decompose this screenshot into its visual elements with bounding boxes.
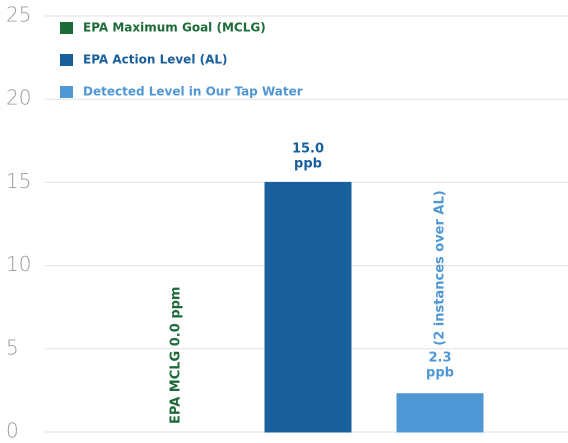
data-label: 2.3 ppb — [426, 350, 454, 380]
y-tick-label: 0 — [6, 419, 19, 443]
bar — [264, 181, 352, 433]
y-tick-label: 5 — [6, 335, 19, 359]
data-label: EPA MCLG 0.0 ppm — [169, 287, 184, 424]
annotation: (2 instances over AL) — [433, 190, 448, 345]
y-tick-label: 15 — [6, 169, 31, 193]
legend-label: EPA Action Level (AL) — [83, 53, 228, 67]
y-tick-label: 25 — [6, 3, 31, 27]
y-tick-label: 20 — [6, 86, 31, 110]
bar — [396, 393, 484, 433]
legend-label: Detected Level in Our Tap Water — [83, 85, 303, 99]
data-label: 15.0 ppb — [292, 141, 324, 171]
y-tick-label: 10 — [6, 252, 31, 276]
legend-swatch — [60, 86, 73, 98]
legend-swatch — [60, 22, 73, 34]
legend-label: EPA Maximum Goal (MCLG) — [83, 21, 266, 35]
legend-swatch — [60, 54, 73, 66]
